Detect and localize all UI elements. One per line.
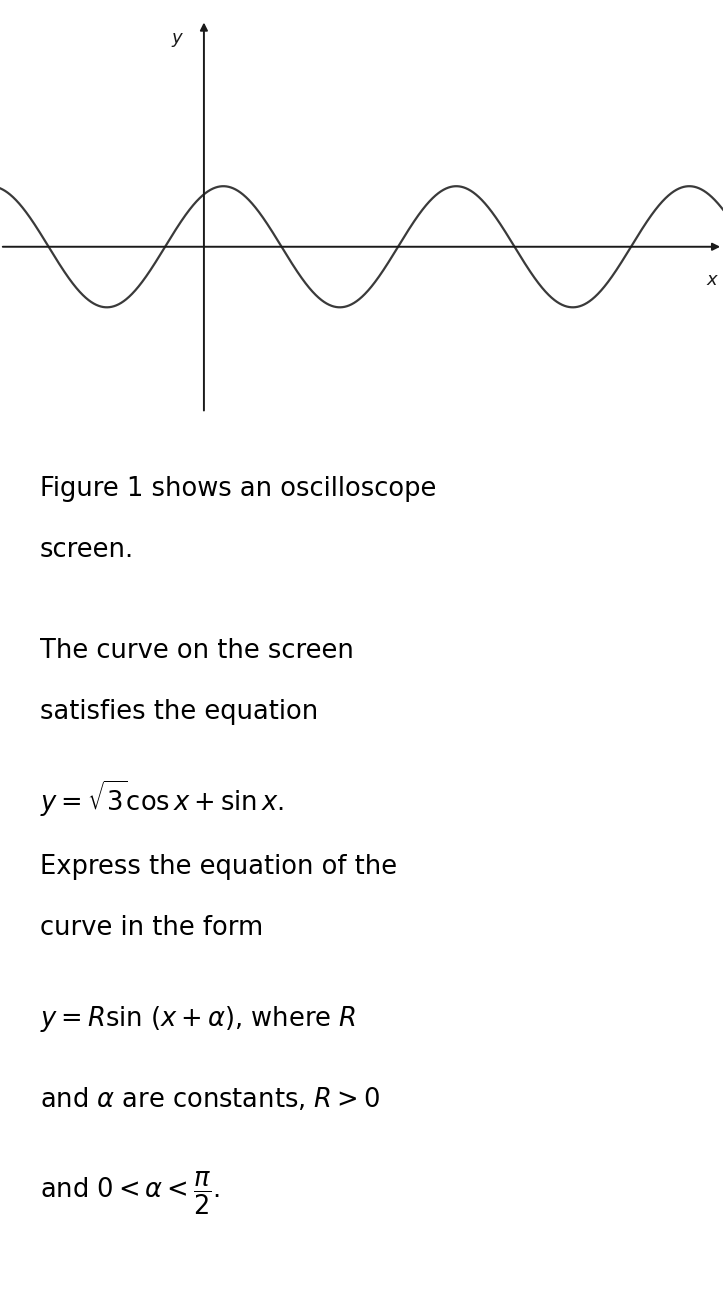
- Text: $y = R\sin\,(x + \alpha)$, where $R$: $y = R\sin\,(x + \alpha)$, where $R$: [40, 1004, 356, 1034]
- Text: curve in the form: curve in the form: [40, 914, 263, 941]
- Text: and $\alpha$ are constants, $R > 0$: and $\alpha$ are constants, $R > 0$: [40, 1085, 380, 1113]
- Text: satisfies the equation: satisfies the equation: [40, 699, 318, 726]
- Text: screen.: screen.: [40, 538, 134, 563]
- Text: The curve on the screen: The curve on the screen: [40, 638, 354, 664]
- Text: $y = \sqrt{3}\cos x + \sin x.$: $y = \sqrt{3}\cos x + \sin x.$: [40, 778, 283, 819]
- Text: and $0 < \alpha < \dfrac{\pi}{2}$​.: and $0 < \alpha < \dfrac{\pi}{2}$​.: [40, 1170, 220, 1218]
- Text: Express the equation of the: Express the equation of the: [40, 854, 397, 879]
- Text: Figure 1 shows an oscilloscope: Figure 1 shows an oscilloscope: [40, 476, 436, 502]
- Text: y: y: [171, 29, 181, 47]
- Text: x: x: [706, 272, 717, 289]
